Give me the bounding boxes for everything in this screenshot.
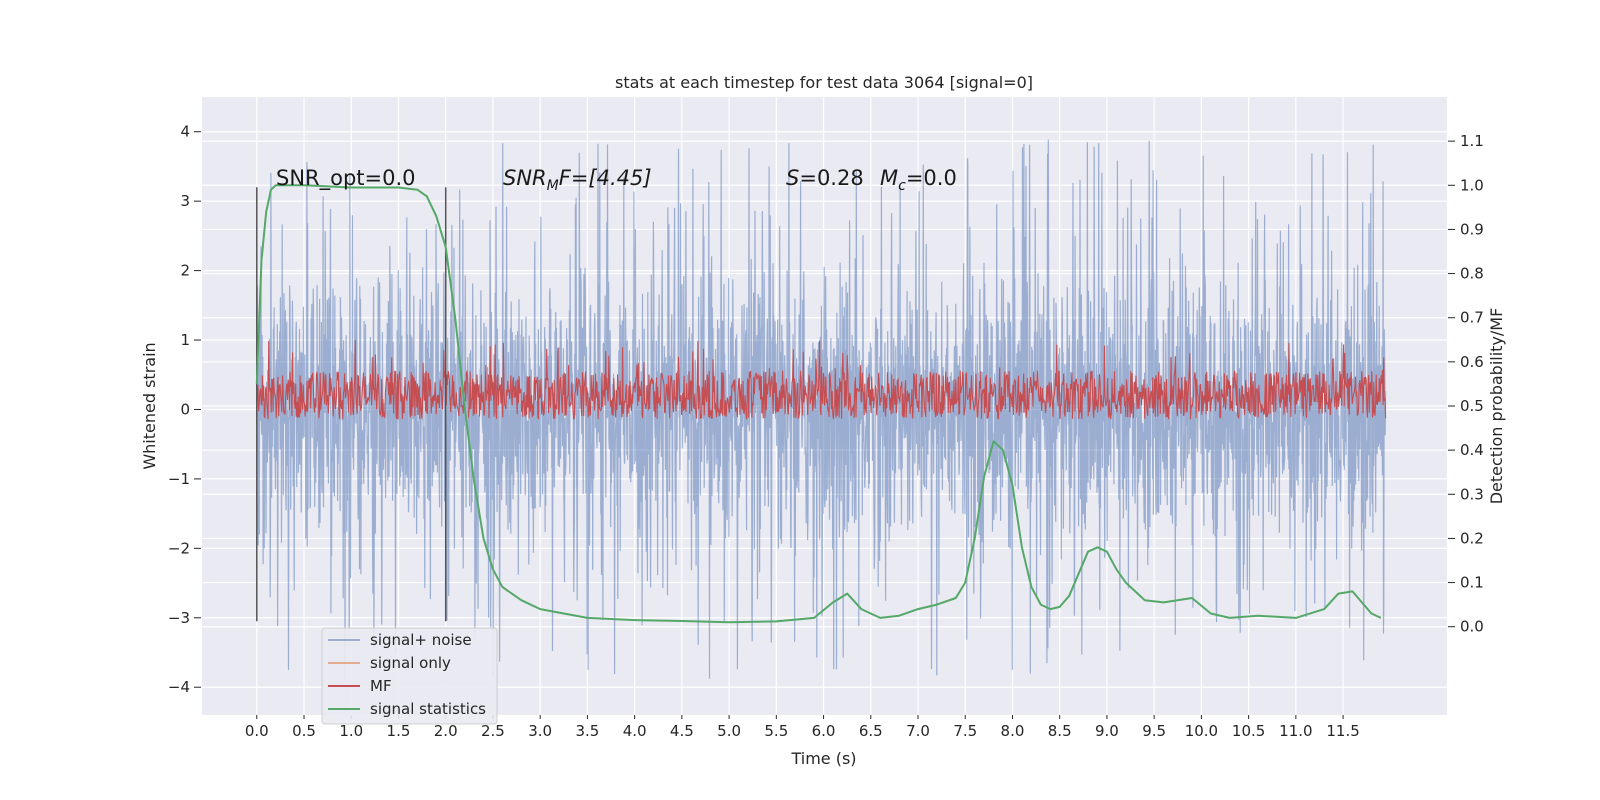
chart-title: stats at each timestep for test data 306… [615, 73, 1033, 92]
y2-tick-label-2: 0.2 [1460, 529, 1484, 547]
y-tick-label-6: 2 [180, 262, 190, 280]
x-tick-label-22: 11.0 [1279, 722, 1312, 740]
y2-tick-labels: 0.0 0.1 0.2 0.3 0.4 0.5 0.6 0.7 0.8 0.9 1.0 1.1 [1448, 132, 1484, 636]
y2-tick-label-1: 0.1 [1460, 574, 1484, 592]
x-tick-label-12: 6.0 [812, 722, 836, 740]
legend-label-signal-noise: signal+ noise [370, 631, 472, 649]
y-axis-label: Whitened strain [140, 342, 159, 469]
y-tick-label-8: 4 [180, 123, 190, 141]
y2-tick-label-6: 0.6 [1460, 353, 1484, 371]
y2-tick-label-9: 0.9 [1460, 220, 1484, 238]
annotation-mc: Mc=0.0 [880, 166, 957, 194]
annotation-s: S=0.28 [786, 166, 864, 190]
x-tick-label-20: 10.0 [1185, 722, 1218, 740]
snr-mf-subscript: M [547, 178, 559, 194]
legend-label-mf: MF [370, 677, 392, 695]
snr-mf-prefix: SNR [503, 166, 547, 190]
y-tick-label-5: 1 [180, 331, 190, 349]
mf-line [256, 339, 1387, 421]
legend: signal+ noise signal only MF signal stat… [321, 627, 498, 725]
x-tick-label-4: 2.0 [434, 722, 458, 740]
x-tick-label-14: 7.0 [906, 722, 930, 740]
y-tick-label-1: −3 [168, 609, 190, 627]
x-tick-label-7: 3.5 [575, 722, 599, 740]
legend-box [321, 627, 498, 725]
x-tick-label-16: 8.0 [1001, 722, 1025, 740]
signal-noise-line [256, 139, 1387, 680]
y2-tick-label-4: 0.4 [1460, 441, 1484, 459]
y2-tick-label-11: 1.1 [1460, 132, 1484, 150]
y-tick-label-3: −1 [168, 470, 190, 488]
y2-tick-label-7: 0.7 [1460, 309, 1484, 327]
s-value: =0.28 [799, 166, 863, 190]
y-tick-label-4: 0 [180, 400, 190, 418]
y2-tick-label-5: 0.5 [1460, 397, 1484, 415]
s-label: S [786, 166, 799, 190]
y2-tick-label-3: 0.3 [1460, 485, 1484, 503]
y2-tick-label-10: 1.0 [1460, 176, 1484, 194]
x-tick-label-17: 8.5 [1048, 722, 1072, 740]
x-tick-label-1: 0.5 [292, 722, 316, 740]
y2-axis-label: Detection probability/MF [1487, 308, 1506, 505]
x-tick-label-9: 4.5 [670, 722, 694, 740]
x-tick-label-2: 1.0 [339, 722, 363, 740]
x-tick-label-3: 1.5 [387, 722, 411, 740]
y2-tick-label-8: 0.8 [1460, 265, 1484, 283]
x-tick-label-8: 4.0 [623, 722, 647, 740]
mc-value: =0.0 [906, 166, 957, 190]
x-tick-label-23: 11.5 [1326, 722, 1359, 740]
mc-subscript: c [898, 178, 906, 194]
y-tick-labels: −4 −3 −2 −1 0 1 2 3 4 [168, 123, 201, 696]
x-tick-labels: 0.0 0.5 1.0 1.5 2.0 2.5 3.0 3.5 4.0 4.5 5.0 5.5 6.0 6… [245, 715, 1360, 740]
annotation-snr-opt: SNR_opt=0.0 [276, 166, 416, 191]
x-tick-label-6: 3.0 [528, 722, 552, 740]
series-layer [255, 139, 1387, 680]
x-tick-label-10: 5.0 [717, 722, 741, 740]
x-axis-label: Time (s) [790, 749, 856, 768]
x-tick-label-13: 6.5 [859, 722, 883, 740]
signal-statistics-line [255, 184, 1382, 624]
x-tick-label-11: 5.5 [764, 722, 788, 740]
y-tick-label-2: −2 [168, 539, 190, 557]
x-tick-label-21: 10.5 [1232, 722, 1265, 740]
x-tick-label-15: 7.5 [953, 722, 977, 740]
x-tick-label-18: 9.0 [1095, 722, 1119, 740]
annotation-snr-mf: SNRMF=[4.45] [503, 166, 652, 194]
snr-mf-suffix: F=[4.45] [559, 166, 652, 190]
legend-label-signal-statistics: signal statistics [370, 700, 486, 718]
y-tick-label-0: −4 [168, 678, 190, 696]
y-tick-label-7: 3 [180, 192, 190, 210]
x-tick-label-5: 2.5 [481, 722, 505, 740]
x-tick-label-0: 0.0 [245, 722, 269, 740]
y2-tick-label-0: 0.0 [1460, 618, 1484, 636]
mc-label: M [880, 166, 898, 190]
legend-label-signal-only: signal only [370, 654, 451, 672]
x-tick-label-19: 9.5 [1142, 722, 1166, 740]
